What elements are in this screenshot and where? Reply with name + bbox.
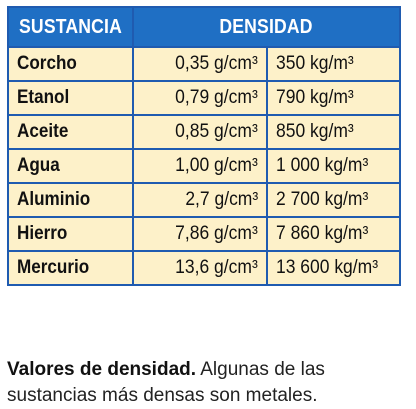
density-g-cm3: 0,79 g/cm³ <box>132 80 268 116</box>
table-caption: Valores de densidad. Algunas de las sust… <box>7 357 407 409</box>
table-row: Agua 1,00 g/cm³ 1 000 kg/m³ <box>7 148 401 184</box>
table-row: Mercurio 13,6 g/cm³ 13 600 kg/m³ <box>7 250 401 286</box>
substance-name: Mercurio <box>7 250 134 286</box>
substance-name: Aluminio <box>7 182 134 218</box>
density-kg-m3: 7 860 kg/m³ <box>266 216 401 252</box>
substance-name: Corcho <box>7 46 134 82</box>
caption-lead: Valores de densidad. <box>7 359 197 380</box>
table-row: Aluminio 2,7 g/cm³ 2 700 kg/m³ <box>7 182 401 218</box>
substance-name: Etanol <box>7 80 134 116</box>
substance-name: Aceite <box>7 114 134 150</box>
table-row: Hierro 7,86 g/cm³ 7 860 kg/m³ <box>7 216 401 252</box>
density-g-cm3: 1,00 g/cm³ <box>132 148 268 184</box>
density-g-cm3: 13,6 g/cm³ <box>132 250 268 286</box>
substance-name: Agua <box>7 148 134 184</box>
density-kg-m3: 850 kg/m³ <box>266 114 401 150</box>
header-substance: SUSTANCIA <box>7 6 134 48</box>
density-g-cm3: 0,35 g/cm³ <box>132 46 268 82</box>
density-kg-m3: 350 kg/m³ <box>266 46 401 82</box>
density-g-cm3: 0,85 g/cm³ <box>132 114 268 150</box>
header-row: SUSTANCIA DENSIDAD <box>7 6 401 48</box>
density-kg-m3: 13 600 kg/m³ <box>266 250 401 286</box>
table-row: Etanol 0,79 g/cm³ 790 kg/m³ <box>7 80 401 116</box>
table-row: Aceite 0,85 g/cm³ 850 kg/m³ <box>7 114 401 150</box>
density-g-cm3: 2,7 g/cm³ <box>132 182 268 218</box>
density-kg-m3: 2 700 kg/m³ <box>266 182 401 218</box>
density-kg-m3: 790 kg/m³ <box>266 80 401 116</box>
density-table: SUSTANCIA DENSIDAD Corcho 0,35 g/cm³ 350… <box>7 6 401 286</box>
density-kg-m3: 1 000 kg/m³ <box>266 148 401 184</box>
header-density: DENSIDAD <box>132 6 401 48</box>
table-row: Corcho 0,35 g/cm³ 350 kg/m³ <box>7 46 401 82</box>
substance-name: Hierro <box>7 216 134 252</box>
density-g-cm3: 7,86 g/cm³ <box>132 216 268 252</box>
